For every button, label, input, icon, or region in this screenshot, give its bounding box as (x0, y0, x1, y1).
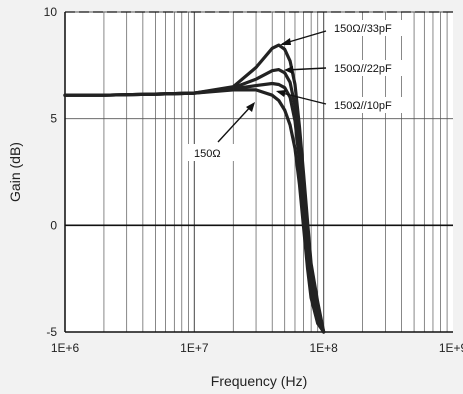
callout-label-150ohm: 150Ω (194, 148, 221, 160)
callout-label-10pf: 150Ω//10pF (334, 100, 392, 112)
callout-arrowhead-10pf (276, 90, 286, 97)
tick-labels: 1E+6 1E+7 1E+8 1E+9 -5 0 5 10 (44, 5, 463, 355)
callout-box-22pf (331, 60, 411, 76)
callout-arrow-10pf (277, 91, 327, 105)
callout-box-150ohm (188, 144, 234, 161)
y-tick-label: 10 (44, 5, 58, 19)
callout-box-10pf (331, 97, 411, 113)
callout-label-22pf: 150Ω//22pF (334, 63, 392, 75)
y-tick-label: -5 (46, 325, 57, 339)
y-tick-label: 5 (50, 112, 57, 126)
callout-box-33pf (331, 20, 411, 36)
callout-arrowhead-22pf (284, 66, 293, 74)
callout-label-33pf: 150Ω//33pF (334, 23, 392, 35)
y-axis-title: Gain (dB) (7, 142, 23, 202)
x-axis-title: Frequency (Hz) (211, 373, 307, 389)
callouts: 150Ω//33pF 150Ω//22pF 150Ω//10pF 150Ω (188, 20, 411, 161)
grid (64, 11, 453, 333)
curves (63, 43, 326, 334)
callout-arrowhead-33pf (280, 38, 291, 45)
callout-arrow-150ohm (217, 103, 254, 143)
callout-arrowhead-150ohm (246, 102, 255, 112)
y-tick-label: 0 (50, 218, 57, 232)
x-tick-label: 1E+9 (439, 341, 463, 355)
series-line-3 (63, 88, 326, 334)
x-tick-label: 1E+8 (309, 341, 338, 355)
x-tick-label: 1E+7 (180, 341, 209, 355)
x-tick-label: 1E+6 (51, 341, 80, 355)
